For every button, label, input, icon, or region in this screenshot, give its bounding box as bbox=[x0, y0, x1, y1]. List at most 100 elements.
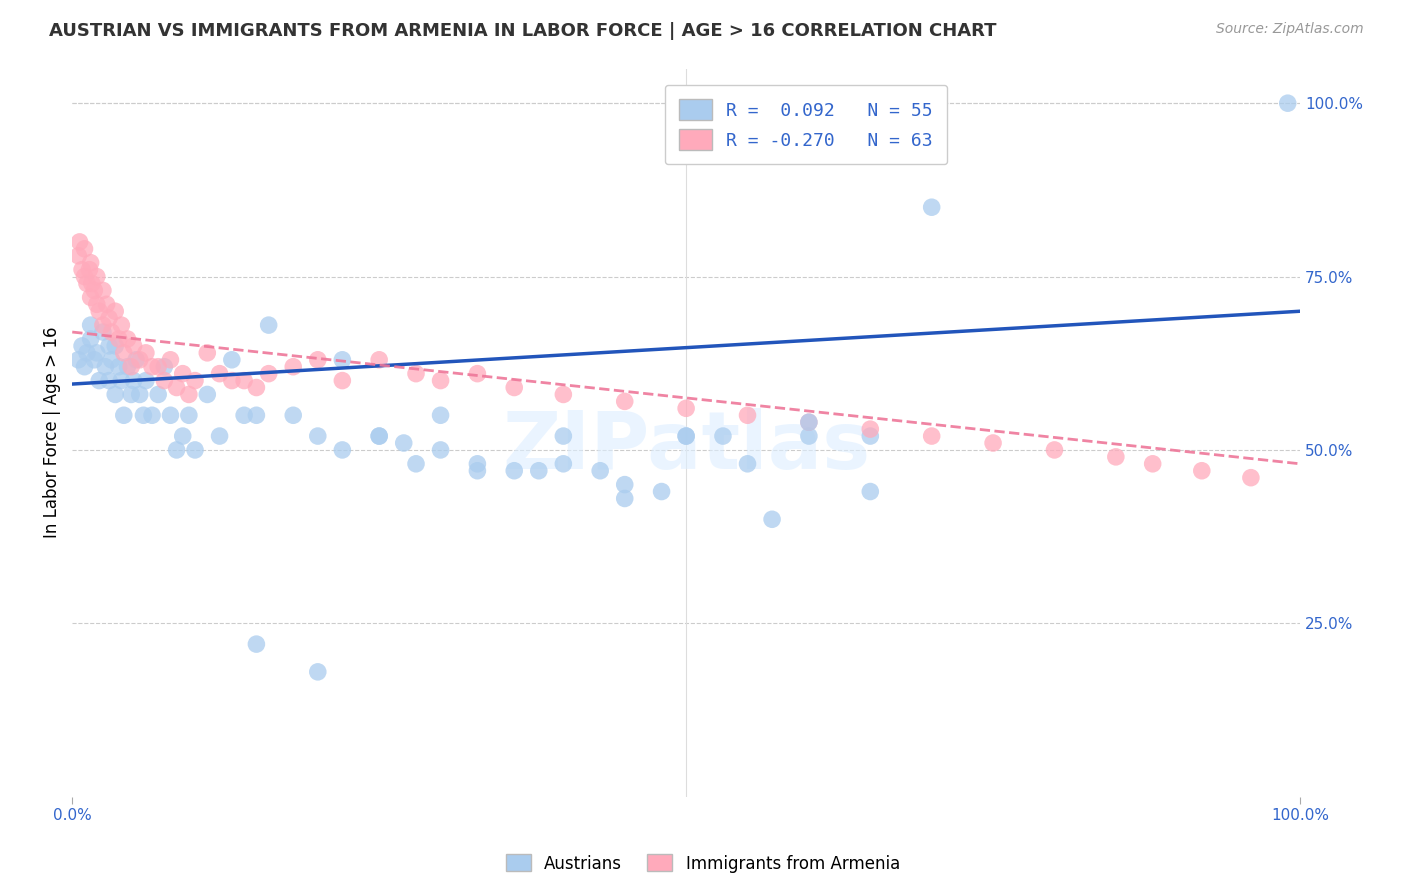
Point bbox=[392, 436, 415, 450]
Point bbox=[166, 380, 188, 394]
Point bbox=[553, 457, 575, 471]
Point bbox=[1191, 464, 1213, 478]
Point bbox=[675, 429, 697, 443]
Point bbox=[148, 387, 170, 401]
Point bbox=[159, 352, 181, 367]
Legend: Austrians, Immigrants from Armenia: Austrians, Immigrants from Armenia bbox=[499, 847, 907, 880]
Point bbox=[153, 374, 176, 388]
Text: ZIPatlas: ZIPatlas bbox=[502, 409, 870, 486]
Point bbox=[429, 442, 451, 457]
Point bbox=[67, 352, 90, 367]
Point bbox=[67, 249, 90, 263]
Point bbox=[120, 359, 142, 374]
Point bbox=[135, 374, 157, 388]
Point bbox=[208, 429, 231, 443]
Point bbox=[79, 290, 101, 304]
Point bbox=[125, 352, 148, 367]
Point bbox=[589, 464, 612, 478]
Legend: R =  0.092   N = 55, R = -0.270   N = 63: R = 0.092 N = 55, R = -0.270 N = 63 bbox=[665, 85, 948, 164]
Point bbox=[797, 415, 820, 429]
Point bbox=[711, 429, 734, 443]
Point bbox=[467, 367, 489, 381]
Point bbox=[330, 442, 353, 457]
Point bbox=[76, 346, 98, 360]
Point bbox=[429, 374, 451, 388]
Point bbox=[613, 477, 636, 491]
Point bbox=[221, 352, 243, 367]
Point bbox=[1240, 471, 1263, 485]
Point bbox=[96, 297, 118, 311]
Point bbox=[184, 374, 207, 388]
Point bbox=[159, 409, 181, 423]
Point bbox=[83, 352, 105, 367]
Text: AUSTRIAN VS IMMIGRANTS FROM ARMENIA IN LABOR FORCE | AGE > 16 CORRELATION CHART: AUSTRIAN VS IMMIGRANTS FROM ARMENIA IN L… bbox=[49, 22, 997, 40]
Point bbox=[177, 387, 200, 401]
Point bbox=[83, 284, 105, 298]
Point bbox=[307, 352, 329, 367]
Point bbox=[651, 484, 673, 499]
Point bbox=[94, 359, 117, 374]
Point bbox=[79, 332, 101, 346]
Point bbox=[91, 325, 114, 339]
Point bbox=[503, 464, 526, 478]
Point bbox=[245, 409, 267, 423]
Point bbox=[166, 442, 188, 457]
Point bbox=[368, 429, 391, 443]
Point bbox=[503, 380, 526, 394]
Point bbox=[148, 359, 170, 374]
Point bbox=[737, 409, 759, 423]
Point bbox=[86, 346, 108, 360]
Point bbox=[1105, 450, 1128, 464]
Point bbox=[613, 491, 636, 506]
Point bbox=[117, 359, 139, 374]
Point bbox=[98, 311, 121, 326]
Point bbox=[177, 409, 200, 423]
Point bbox=[368, 429, 391, 443]
Point bbox=[208, 367, 231, 381]
Point bbox=[195, 346, 218, 360]
Point bbox=[120, 387, 142, 401]
Point bbox=[98, 339, 121, 353]
Point bbox=[245, 637, 267, 651]
Point bbox=[98, 374, 121, 388]
Point bbox=[330, 374, 353, 388]
Point bbox=[553, 429, 575, 443]
Point bbox=[172, 367, 194, 381]
Point bbox=[91, 284, 114, 298]
Point bbox=[429, 409, 451, 423]
Point bbox=[221, 374, 243, 388]
Point bbox=[1043, 442, 1066, 457]
Point bbox=[112, 409, 135, 423]
Point bbox=[73, 242, 96, 256]
Point bbox=[527, 464, 550, 478]
Point bbox=[79, 318, 101, 332]
Point bbox=[981, 436, 1004, 450]
Point bbox=[195, 387, 218, 401]
Point bbox=[184, 442, 207, 457]
Point bbox=[330, 352, 353, 367]
Point bbox=[245, 380, 267, 394]
Point bbox=[79, 256, 101, 270]
Point bbox=[467, 464, 489, 478]
Point bbox=[141, 359, 163, 374]
Point bbox=[128, 387, 150, 401]
Point bbox=[1142, 457, 1164, 471]
Point bbox=[108, 332, 131, 346]
Point bbox=[79, 262, 101, 277]
Point bbox=[73, 359, 96, 374]
Point bbox=[233, 409, 256, 423]
Point bbox=[613, 394, 636, 409]
Point bbox=[128, 352, 150, 367]
Point bbox=[307, 429, 329, 443]
Point bbox=[737, 457, 759, 471]
Point bbox=[104, 304, 127, 318]
Point bbox=[153, 359, 176, 374]
Point bbox=[797, 415, 820, 429]
Point bbox=[122, 374, 145, 388]
Point bbox=[921, 429, 943, 443]
Point bbox=[91, 318, 114, 332]
Point bbox=[283, 409, 305, 423]
Point bbox=[797, 429, 820, 443]
Point bbox=[86, 297, 108, 311]
Point bbox=[675, 401, 697, 416]
